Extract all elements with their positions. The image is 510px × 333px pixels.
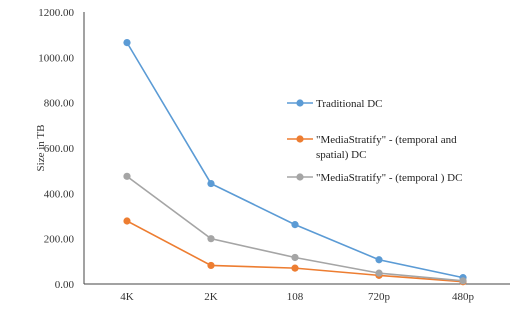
data-point xyxy=(123,39,131,47)
data-point xyxy=(291,253,299,262)
legend-label: spatial) DC xyxy=(316,149,366,161)
series-line xyxy=(126,42,464,279)
x-tick-label: 720p xyxy=(368,291,391,303)
legend-label: "MediaStratify" - (temporal and xyxy=(316,134,457,146)
y-tick-label: 800.00 xyxy=(44,98,75,110)
legend-item: Traditional DC xyxy=(287,98,383,110)
x-ticks: 4K 2K 108 720p 480p xyxy=(120,291,474,303)
legend-swatch-marker xyxy=(296,99,304,107)
data-point xyxy=(459,277,467,285)
y-tick-label: 200.00 xyxy=(44,234,75,246)
x-tick-label: 480p xyxy=(452,291,475,303)
data-point xyxy=(375,269,383,277)
data-point xyxy=(207,261,215,270)
data-point xyxy=(291,264,299,272)
legend-item: "MediaStratify" - (temporal and spatial) … xyxy=(287,134,457,161)
data-point xyxy=(375,256,383,264)
x-tick-label: 108 xyxy=(287,291,304,303)
legend-swatch-marker xyxy=(296,173,304,181)
data-point xyxy=(291,221,299,229)
data-point xyxy=(123,217,131,225)
legend-label: Traditional DC xyxy=(316,98,383,110)
y-tick-label: 600.00 xyxy=(44,143,75,155)
axes xyxy=(83,12,510,285)
y-tick-label: 400.00 xyxy=(44,188,75,200)
y-tick-label: 1000.00 xyxy=(38,52,74,64)
series-3 xyxy=(123,172,467,285)
series-1 xyxy=(123,39,467,282)
y-tick-label: 1200.00 xyxy=(38,7,74,19)
data-point xyxy=(207,235,215,243)
y-ticks: 0.00 200.00 400.00 600.00 800.00 1000.00 1200.… xyxy=(38,7,74,291)
legend-label: "MediaStratify" - (temporal ) DC xyxy=(316,172,462,184)
legend-swatch-marker xyxy=(296,135,304,143)
series-line xyxy=(126,220,464,283)
series-layer xyxy=(123,39,467,286)
legend-item: "MediaStratify" - (temporal ) DC xyxy=(287,172,462,184)
data-point xyxy=(123,172,131,180)
data-point xyxy=(207,179,215,188)
y-tick-label: 0.00 xyxy=(55,279,75,291)
x-tick-label: 2K xyxy=(204,291,218,303)
y-axis-title: Size in TB xyxy=(35,125,47,172)
legend: Traditional DC "MediaStratify" - (tempora… xyxy=(287,98,462,184)
x-tick-label: 4K xyxy=(120,291,134,303)
